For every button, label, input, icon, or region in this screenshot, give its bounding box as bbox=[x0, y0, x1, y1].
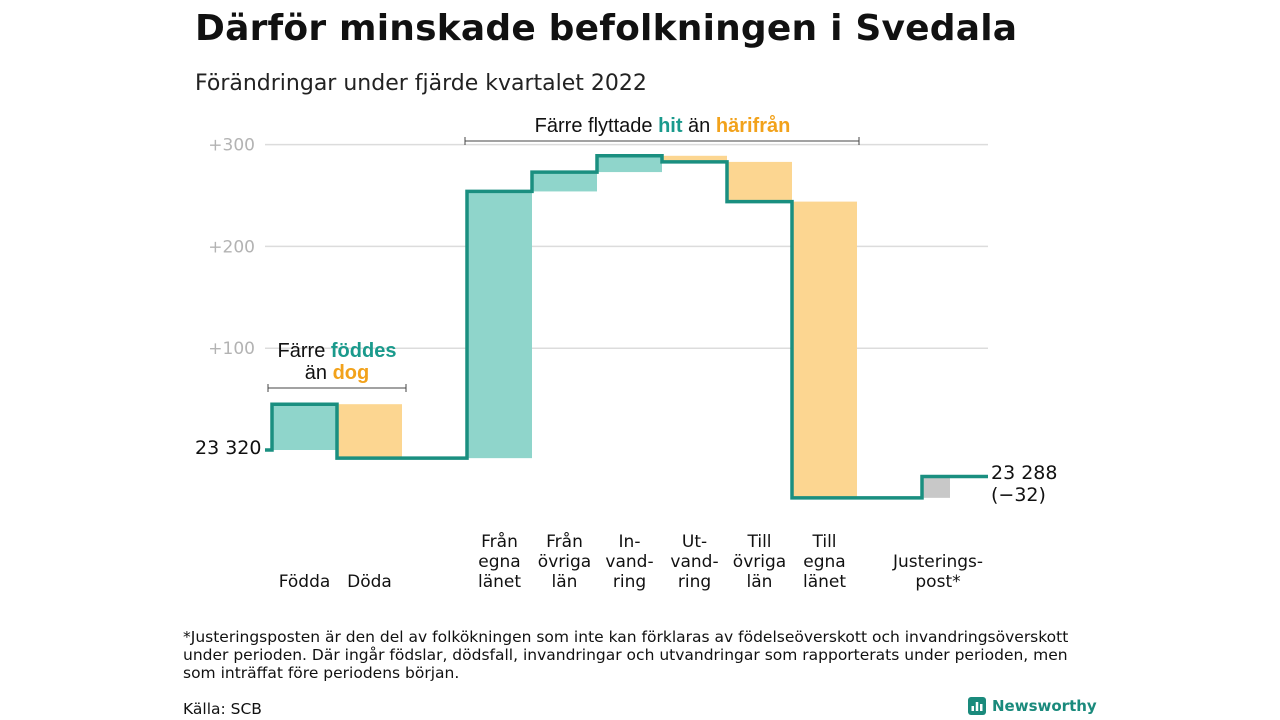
annotation-births-line2: än bbox=[304, 362, 333, 384]
annotation-births-dog: dog bbox=[332, 362, 370, 384]
end-change: (−32) bbox=[991, 484, 1046, 506]
bar bbox=[662, 155, 727, 162]
end-value: 23 288 bbox=[991, 462, 1058, 484]
category-label-line: vand- bbox=[670, 552, 719, 572]
annotation-migration-mid: än bbox=[682, 115, 716, 137]
category-label: Döda bbox=[325, 572, 415, 592]
category-label-line: ring bbox=[677, 572, 712, 592]
y-tick-label: +100 bbox=[208, 339, 255, 359]
brand-logo: Newsworthy bbox=[968, 697, 1097, 715]
footnote: *Justeringsposten är den del av folkökni… bbox=[183, 628, 1069, 682]
annotation-migration-harifran: härifrån bbox=[715, 115, 791, 137]
category-label-line: övriga bbox=[732, 552, 787, 572]
bar bbox=[467, 191, 532, 459]
bar bbox=[272, 404, 337, 450]
category-label-line: länet bbox=[477, 572, 522, 592]
category-label-line: Justerings- bbox=[892, 552, 984, 572]
bar bbox=[532, 172, 597, 192]
y-tick-label: +200 bbox=[208, 237, 255, 257]
start-value-label: 23 320 bbox=[195, 437, 262, 459]
annotation-migration-hit: hit bbox=[658, 115, 683, 137]
newsworthy-logo-icon bbox=[968, 697, 986, 715]
cumulative-step-line bbox=[265, 154, 988, 500]
category-label-line: län bbox=[746, 572, 773, 592]
category-label-line: Till bbox=[812, 532, 837, 552]
category-label: Från egna länet bbox=[455, 532, 545, 592]
bar bbox=[922, 476, 950, 498]
category-label-line: In- bbox=[618, 532, 641, 552]
category-label-line: övriga bbox=[537, 552, 592, 572]
annotation-births-fodde: föddes bbox=[330, 340, 397, 362]
annotation-births: Färre föddes än dog bbox=[262, 340, 412, 384]
end-value-label: 23 288 (−32) bbox=[991, 462, 1057, 506]
bar bbox=[792, 201, 857, 498]
annotation-migration: Färre flyttade hit än härifrån bbox=[470, 115, 855, 138]
waterfall-chart: +100 +200 +300 bbox=[208, 136, 988, 500]
category-label: Till övriga län bbox=[715, 532, 805, 592]
chart-subtitle: Förändringar under fjärde kvartalet 2022 bbox=[195, 71, 647, 96]
category-label: Justerings-post* bbox=[878, 552, 998, 592]
category-label: In-vand-ring bbox=[585, 532, 675, 592]
category-label-line: Födda bbox=[278, 572, 331, 592]
category-label-line: egna bbox=[478, 552, 521, 572]
category-label-line: egna bbox=[803, 552, 846, 572]
category-label-line: vand- bbox=[605, 552, 654, 572]
category-label-line: Döda bbox=[347, 572, 392, 592]
category-label-line: Ut- bbox=[681, 532, 708, 552]
category-label-line: Till bbox=[747, 532, 772, 552]
bar bbox=[337, 404, 402, 459]
category-label-line: ring bbox=[612, 572, 647, 592]
category-label: Ut-vand-ring bbox=[650, 532, 740, 592]
category-label-line: post* bbox=[915, 572, 961, 592]
annotation-migration-pre: Färre flyttade bbox=[534, 115, 659, 137]
category-label-line: länet bbox=[802, 572, 847, 592]
chart-title: Därför minskade befolkningen i Svedala bbox=[195, 8, 1018, 49]
bar bbox=[727, 161, 792, 202]
category-label-line: Från bbox=[546, 532, 583, 552]
category-label: Födda bbox=[260, 572, 350, 592]
y-tick-label: +300 bbox=[208, 136, 255, 156]
source-label: Källa: SCB bbox=[183, 700, 262, 718]
brand-name: Newsworthy bbox=[992, 697, 1097, 715]
category-label-line: län bbox=[551, 572, 578, 592]
annotation-births-pre: Färre bbox=[277, 340, 331, 362]
bar bbox=[597, 155, 662, 173]
category-label: Från övriga län bbox=[520, 532, 610, 592]
category-label: Till egna länet bbox=[780, 532, 870, 592]
category-label-line: Från bbox=[481, 532, 518, 552]
